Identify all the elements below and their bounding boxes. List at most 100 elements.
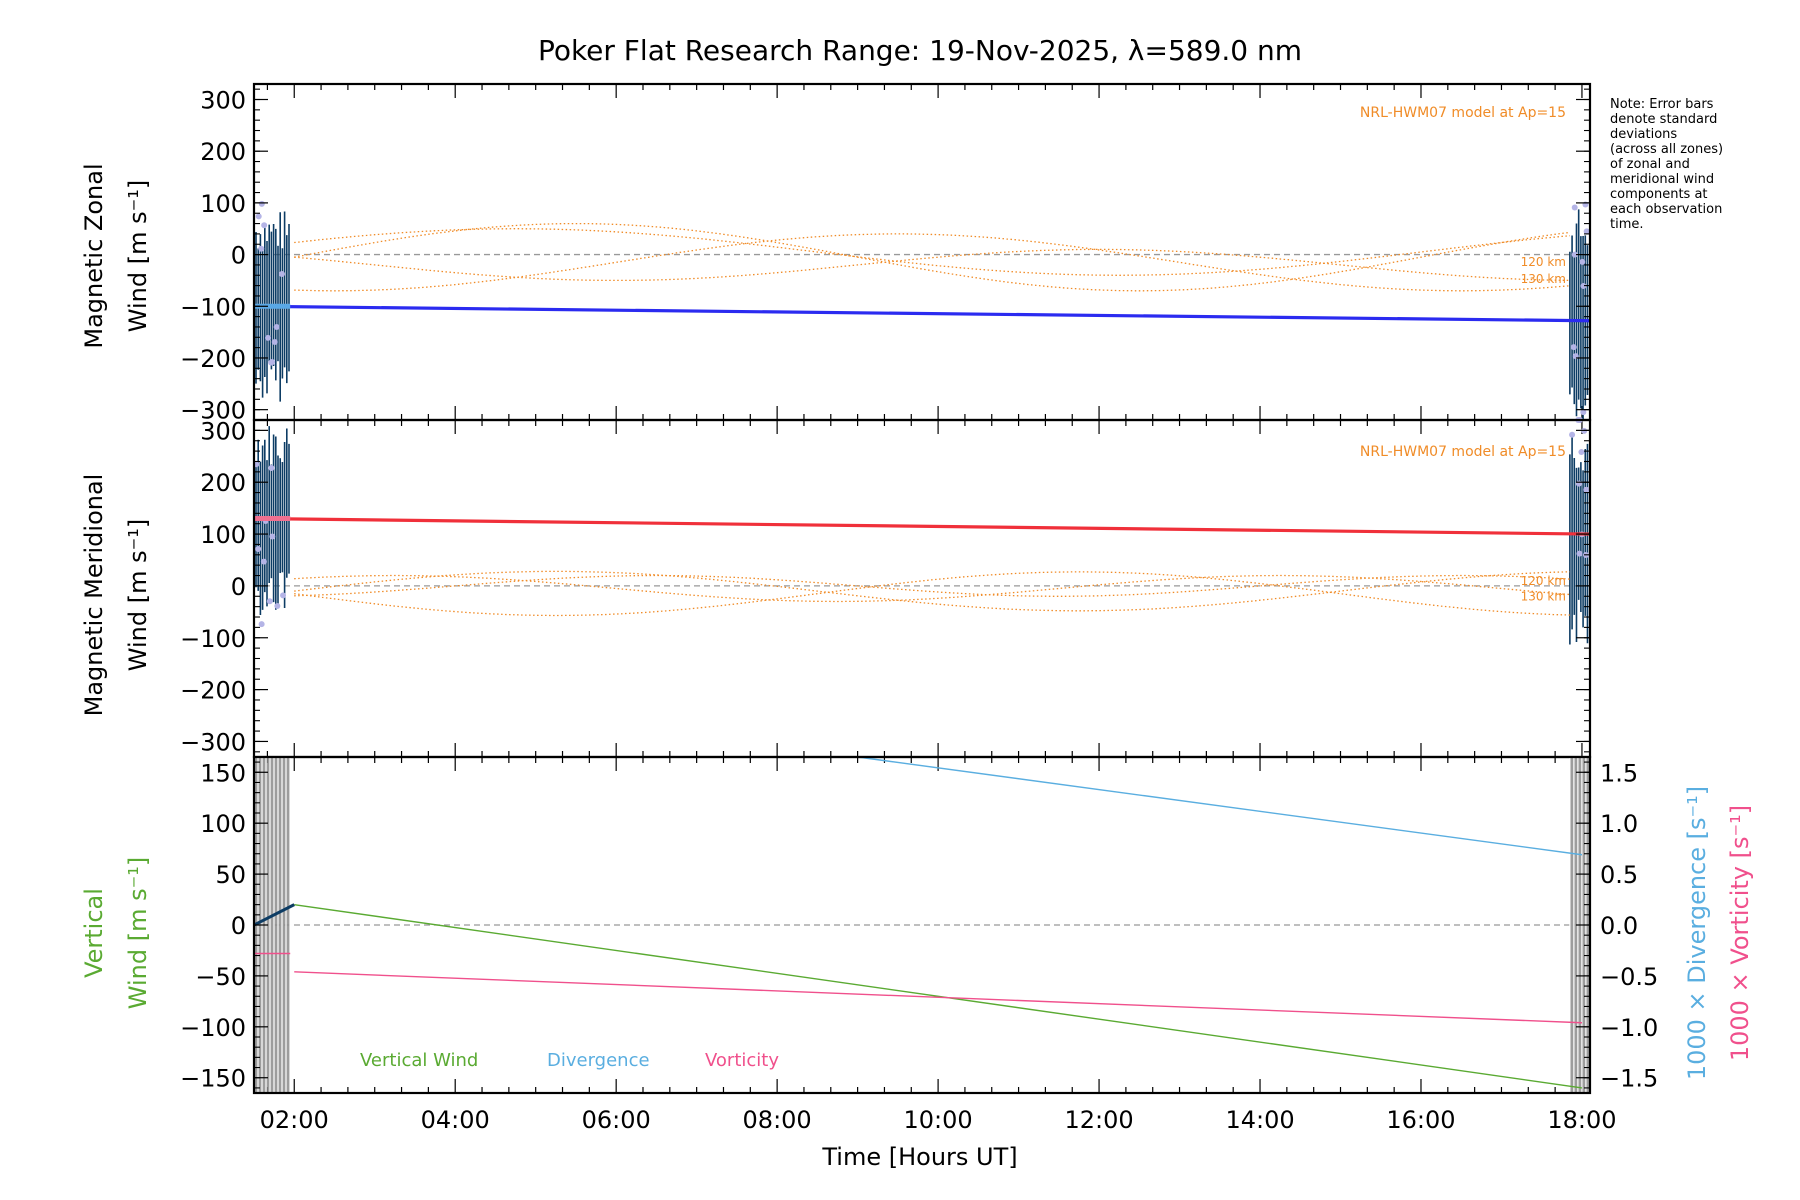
meridional-model-curve-3 [294, 574, 1570, 597]
vorticity-line [294, 971, 1582, 1024]
zonal-y-tick-label-1: 300 [200, 87, 246, 115]
meridional-error-bar-left-point [268, 464, 275, 471]
note-line-1: Note: Error bars [1610, 97, 1714, 112]
error-bar-note: Note: Error bars denote standard deviati… [1610, 97, 1723, 232]
zonal-error-bar-right-point [1570, 344, 1577, 351]
vertical-frame [252, 755, 1592, 1095]
right-y-tick-label-5: −0.5 [1600, 963, 1658, 991]
zonal-error-bar-left-point [261, 222, 268, 229]
x-tick-label-4: 08:00 [743, 1106, 812, 1134]
zonal-error-bar-right-point [1583, 228, 1590, 235]
meridional-model-curve-1 [294, 570, 1570, 612]
meridional-error-bar-left-point [260, 558, 267, 565]
panel-zonal: Magnetic Zonal Wind [m s⁻¹] NRL-HWM07 mo… [80, 82, 1592, 425]
zonal-error-bar-left-point [265, 334, 272, 341]
vertical-y-tick-label-6: −100 [180, 1014, 246, 1042]
meridional-error-bar-left-point [274, 603, 281, 610]
x-tick-labels: 02:00 04:00 06:00 08:00 10:00 12:00 14:00 16:00… [260, 1106, 1617, 1134]
note-line-9: time. [1610, 217, 1644, 232]
right-y-tick-label-6: −1.0 [1600, 1014, 1658, 1042]
meridional-error-bar-right-point [1569, 431, 1576, 438]
zonal-altitude-label-1: 120 km [1521, 255, 1566, 269]
right-y-tick-label-2: 1.0 [1600, 810, 1638, 838]
meridional-y-tick-label-5: −100 [180, 625, 246, 653]
legend-vertical-wind: Vertical Wind [360, 1050, 478, 1071]
meridional-error-bar-left-point [258, 621, 265, 628]
vertical-y-tick-label-7: −150 [180, 1065, 246, 1093]
meridional-error-bar-left-point [269, 533, 276, 540]
zonal-error-bar-left-point [255, 213, 262, 220]
meridional-y-tick-label-7: −300 [180, 728, 246, 756]
zonal-altitude-label-2: 130 km [1521, 272, 1566, 286]
divergence-line [857, 756, 1583, 856]
vertical-wind-line [294, 903, 1583, 1089]
zonal-y-tick-label-3: 100 [200, 190, 246, 218]
divergence-axis-label: 1000 × Divergence [s⁻¹] [1683, 786, 1711, 1080]
meridional-model-curve-2 [294, 571, 1570, 617]
note-line-7: components at [1610, 187, 1708, 202]
zonal-y-tick-label-6: −200 [180, 345, 246, 373]
right-y-tick-label-1: 1.5 [1600, 759, 1638, 787]
zonal-error-bar-left-point [273, 324, 280, 331]
zonal-frame [252, 82, 1592, 422]
vertical-y-tick-label-4: 0 [231, 912, 246, 940]
meridional-ylabel-line1: Magnetic Meridional [80, 474, 108, 717]
meridional-y-tick-label-6: −200 [180, 677, 246, 705]
meridional-altitude-label-1: 120 km [1521, 574, 1566, 588]
x-axis-label: Time [Hours UT] [821, 1143, 1017, 1171]
note-line-2: denote standard [1610, 112, 1717, 127]
meridional-frame [252, 418, 1592, 759]
zonal-ylabel-line1: Magnetic Zonal [80, 163, 108, 348]
meridional-error-bar-left-point [255, 546, 262, 553]
zonal-error-bar-left-point [278, 271, 285, 278]
panel-vertical: Vertical Wind [m s⁻¹] 1000 × Divergence … [80, 755, 1754, 1134]
zonal-y-tick-label-4: 0 [231, 242, 246, 270]
meridional-y-tick-label-3: 100 [200, 521, 246, 549]
vertical-y-tick-label-5: −50 [195, 963, 246, 991]
x-tick-label-8: 16:00 [1386, 1106, 1455, 1134]
vertical-y-tick-label-1: 150 [200, 759, 246, 787]
note-line-5: of zonal and [1610, 157, 1690, 172]
zonal-error-bar-left-point [271, 339, 278, 346]
vertical-y-tick-label-3: 50 [215, 861, 246, 889]
x-tick-label-7: 14:00 [1225, 1106, 1294, 1134]
x-tick-label-1: 02:00 [260, 1106, 329, 1134]
zonal-error-bar-right-point [1579, 258, 1586, 265]
meridional-y-tick-label-1: 300 [200, 417, 246, 445]
meridional-error-bar-left-point [280, 592, 287, 599]
meridional-error-bar-right-point [1575, 480, 1582, 487]
note-line-3: deviations [1610, 127, 1677, 142]
x-tick-label-3: 06:00 [582, 1106, 651, 1134]
meridional-error-bar-right-point [1578, 449, 1585, 456]
meridional-ylabel-line2: Wind [m s⁻¹] [124, 519, 152, 671]
right-y-tick-label-4: 0.0 [1600, 912, 1638, 940]
vorticity-axis-label: 1000 × Vorticity [s⁻¹] [1726, 805, 1754, 1061]
legend-divergence: Divergence [547, 1050, 650, 1071]
zonal-error-bar-right-point [1571, 251, 1578, 258]
meridional-y-tick-label-2: 200 [200, 469, 246, 497]
note-line-8: each observation [1610, 202, 1722, 217]
legend-vorticity: Vorticity [705, 1050, 779, 1071]
zonal-ylabel-line2: Wind [m s⁻¹] [124, 180, 152, 332]
right-y-tick-label-3: 0.5 [1600, 861, 1638, 889]
meridional-altitude-label-2: 130 km [1521, 589, 1566, 603]
x-tick-label-5: 10:00 [904, 1106, 973, 1134]
zonal-wind-line [253, 304, 1591, 323]
note-line-4: (across all zones) [1610, 142, 1723, 157]
meridional-model-curve-4 [294, 574, 1570, 603]
meridional-error-bar-left-point [266, 598, 273, 605]
meridional-wind-line [253, 516, 1591, 536]
meridional-y-tick-label-4: 0 [231, 573, 246, 601]
right-y-tick-label-7: −1.5 [1600, 1065, 1658, 1093]
zonal-error-bar-left-point [269, 358, 276, 365]
zonal-y-tick-label-2: 200 [200, 138, 246, 166]
vertical-ylabel-line1: Vertical [80, 888, 108, 978]
meridional-model-label: NRL-HWM07 model at Ap=15 [1360, 444, 1566, 460]
x-tick-label-6: 12:00 [1064, 1106, 1133, 1134]
zonal-model-curve-3 [294, 228, 1570, 276]
note-line-6: meridional wind [1610, 172, 1714, 187]
zonal-model-curve-2 [294, 233, 1570, 292]
zonal-y-tick-label-7: −300 [180, 397, 246, 425]
zonal-model-curve-1 [294, 222, 1570, 292]
panel-meridional: Magnetic Meridional Wind [m s⁻¹] NRL-HWM… [80, 417, 1592, 759]
